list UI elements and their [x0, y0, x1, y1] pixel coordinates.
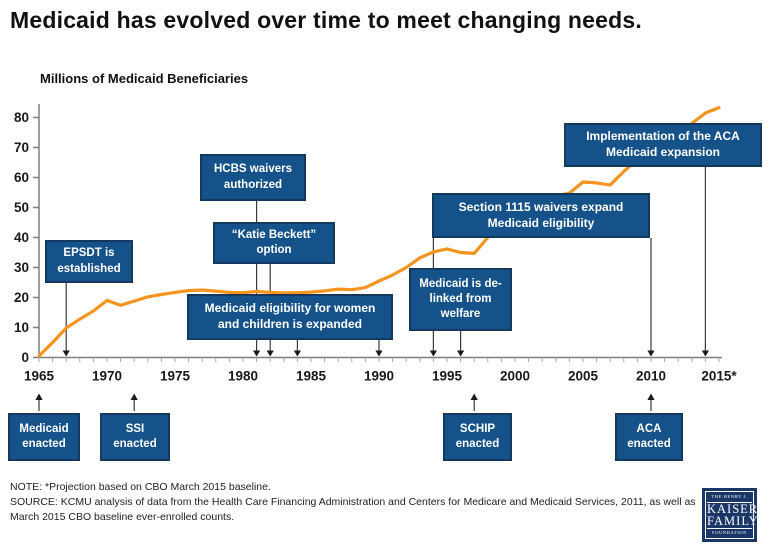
annotation-aca-impl-label: Implementation of the ACA Medicaid expan… — [586, 129, 740, 159]
annotation-katie-beckett: “Katie Beckett” option — [213, 222, 335, 264]
annotation-delinked-from-welfare: Medicaid is de-linked from welfare — [409, 268, 512, 331]
source-text: SOURCE: KCMU analysis of data from the H… — [10, 496, 696, 523]
x-tick-label: 2005 — [568, 369, 599, 384]
annotation-women-children-expansion: Medicaid eligibility for women and child… — [187, 294, 393, 340]
arrowhead-down — [375, 350, 383, 357]
y-tick-label: 40 — [14, 230, 29, 245]
tick-marks — [33, 116, 720, 362]
milestone-ssi-enacted: SSI enacted — [100, 413, 170, 461]
x-tick-label: 2010 — [636, 369, 666, 384]
x-tick-label: 1985 — [296, 369, 327, 384]
y-tick-label: 70 — [14, 140, 29, 155]
arrowhead-up — [647, 393, 655, 400]
milestone-aca-label: ACA enacted — [627, 422, 671, 450]
y-tick-label: 0 — [21, 350, 29, 365]
x-tick-label: 1965 — [24, 369, 55, 384]
arrowhead-down — [253, 350, 261, 357]
kff-logo-line2: KAISER — [707, 501, 759, 516]
arrowhead-down — [266, 350, 274, 357]
y-axis-title: Millions of Medicaid Beneficiaries — [40, 71, 249, 86]
annotation-women-label: Medicaid eligibility for women and child… — [204, 301, 376, 331]
arrowhead-up — [35, 393, 43, 400]
annotation-delinked-label: Medicaid is de-linked from welfare — [419, 277, 502, 321]
arrowhead-down — [62, 350, 70, 357]
milestone-aca-enacted: ACA enacted — [615, 413, 683, 461]
x-tick-label: 2000 — [500, 369, 530, 384]
x-tick-label: 1980 — [228, 369, 258, 384]
annotation-epsdt-label: EPSDT is established — [57, 247, 121, 275]
y-tick-label: 30 — [14, 260, 29, 275]
arrowhead-up — [130, 393, 138, 400]
y-tick-label: 10 — [14, 320, 29, 335]
x-tick-label: 2015* — [701, 369, 737, 384]
y-tick-label: 60 — [14, 170, 29, 185]
kaiser-family-foundation-logo: THE HENRY J. KAISER FAMILY FOUNDATION — [702, 488, 759, 542]
y-tick-label: 80 — [14, 110, 29, 125]
x-tick-label: 1970 — [92, 369, 122, 384]
annotation-epsdt: EPSDT is established — [45, 240, 133, 283]
arrowhead-down — [701, 350, 709, 357]
kff-logo-inner: THE HENRY J. KAISER FAMILY FOUNDATION — [705, 491, 759, 539]
data-line — [37, 105, 721, 358]
x-tick-label: 1975 — [160, 369, 191, 384]
annotation-section-1115-waivers: Section 1115 waivers expand Medicaid eli… — [432, 193, 650, 238]
arrowhead-down — [293, 350, 301, 357]
x-tick-label: 1995 — [432, 369, 463, 384]
kff-logo-line3: FAMILY — [707, 514, 759, 529]
kff-logo-line1: THE HENRY J. — [707, 494, 752, 503]
page-title: Medicaid has evolved over time to meet c… — [10, 7, 642, 33]
medicaid-beneficiaries-line — [37, 105, 721, 358]
milestone-ssi-label: SSI enacted — [113, 422, 157, 450]
milestone-medicaid-enacted: Medicaid enacted — [8, 413, 80, 461]
milestone-medicaid-label: Medicaid enacted — [19, 422, 69, 450]
arrowhead-down — [647, 350, 655, 357]
annotation-hcbs-waivers: HCBS waivers authorized — [200, 154, 306, 201]
milestone-schip-enacted: SCHIP enacted — [443, 413, 512, 461]
note-text: NOTE: *Projection based on CBO March 201… — [10, 481, 271, 493]
tick-labels: 0 10 20 30 40 50 60 70 80 1965 1970 1975 1980 1985 199… — [14, 110, 737, 384]
milestone-schip-label: SCHIP enacted — [455, 422, 500, 450]
y-tick-label: 20 — [14, 290, 29, 305]
arrowhead-down — [457, 350, 465, 357]
arrowhead-up — [470, 393, 478, 400]
arrowhead-down — [429, 350, 437, 357]
annotation-hcbs-label: HCBS waivers authorized — [214, 163, 292, 191]
annotation-aca-implementation: Implementation of the ACA Medicaid expan… — [564, 123, 762, 167]
y-tick-label: 50 — [14, 200, 29, 215]
x-tick-label: 1990 — [364, 369, 394, 384]
annotation-katie-label: “Katie Beckett” option — [231, 228, 317, 256]
annotation-s1115-label: Section 1115 waivers expand Medicaid eli… — [458, 199, 624, 230]
kff-logo-line4: FOUNDATION — [707, 528, 752, 538]
